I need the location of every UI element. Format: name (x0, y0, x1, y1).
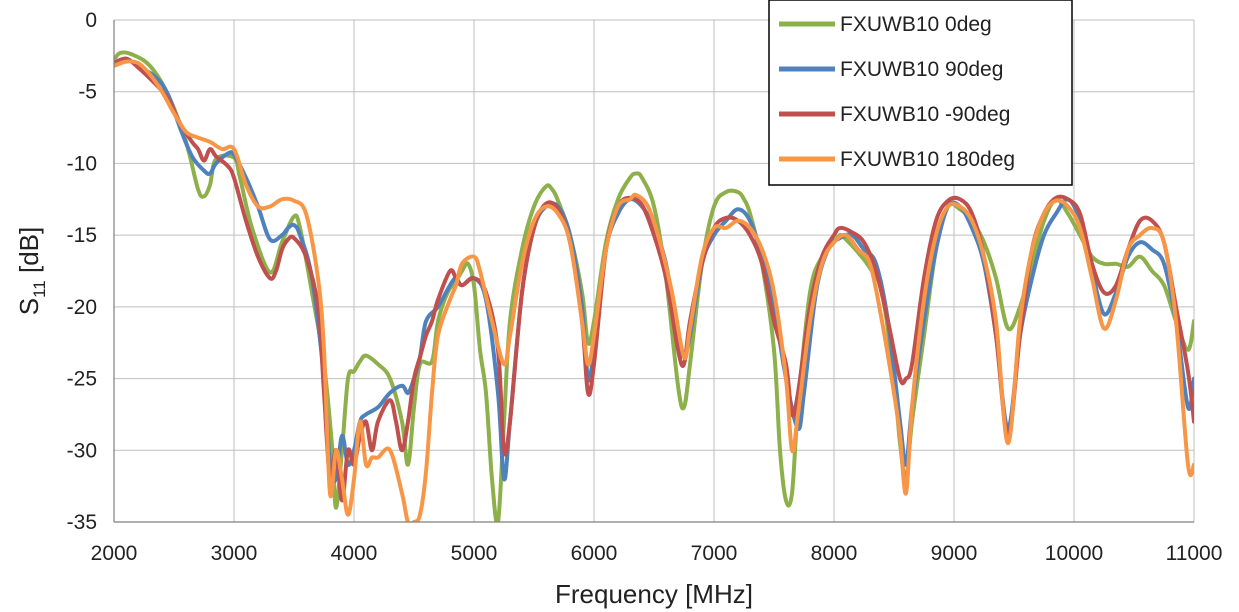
legend: FXUWB10 0deg FXUWB10 90deg FXUWB10 -90deg F… (768, 0, 1073, 186)
x-tick-label: 4000 (331, 542, 378, 565)
y-axis-title-subscript: 11 (30, 280, 49, 298)
y-tick-label: -30 (67, 439, 97, 462)
y-tick-label: -15 (67, 224, 97, 247)
legend-label: FXUWB10 -90deg (840, 103, 1010, 126)
x-tick-label: 7000 (691, 542, 738, 565)
legend-box (768, 0, 1073, 186)
y-axis-title-unit: [dB] (14, 227, 44, 280)
x-axis-title: Frequency [MHz] (555, 579, 753, 609)
x-tick-label: 5000 (451, 542, 498, 565)
y-tick-label: 0 (85, 9, 97, 32)
svg-text:S11 [dB]: S11 [dB] (14, 227, 49, 315)
series-lines (114, 50, 1194, 522)
legend-label: FXUWB10 0deg (840, 13, 992, 36)
legend-label: FXUWB10 180deg (840, 148, 1015, 171)
y-tick-label: -25 (67, 368, 97, 391)
y-tick-label: -35 (67, 511, 97, 534)
y-tick-label: -5 (78, 81, 97, 104)
y-axis-title-main: S (14, 298, 44, 315)
y-tick-label: -10 (67, 152, 97, 175)
x-tick-label: 8000 (811, 542, 858, 565)
y-tick-label: -20 (67, 296, 97, 319)
x-tick-label: 11000 (1166, 542, 1223, 565)
x-tick-label: 10000 (1045, 542, 1103, 565)
axes (113, 20, 1194, 523)
x-tick-label: 9000 (931, 542, 978, 565)
tick-labels: 2000 3000 4000 5000 6000 7000 8000 9000 10000 110… (67, 9, 1223, 565)
series-line-fxuwb10-180deg (114, 59, 1194, 522)
legend-label: FXUWB10 90deg (840, 58, 1003, 81)
x-tick-label: 2000 (91, 542, 138, 565)
x-tick-label: 3000 (211, 542, 258, 565)
x-tick-label: 6000 (571, 542, 618, 565)
y-axis-title: S11 [dB] (14, 227, 49, 315)
